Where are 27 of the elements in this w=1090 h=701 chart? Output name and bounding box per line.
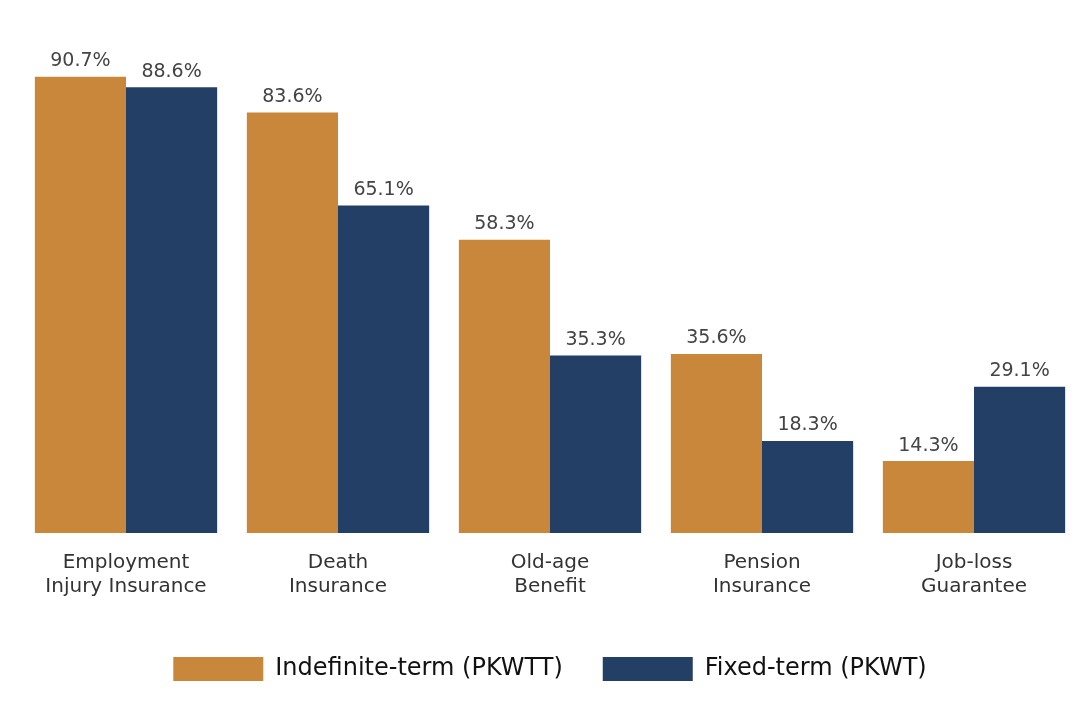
bar: [34, 76, 126, 533]
bar: [550, 355, 642, 533]
data-label: 29.1%: [989, 358, 1050, 381]
data-label: 90.7%: [50, 48, 111, 71]
data-label: 35.3%: [565, 326, 626, 349]
bar: [762, 440, 854, 533]
data-label: 83.6%: [262, 83, 323, 106]
x-tick-label: Pension Insurance: [712, 549, 812, 598]
data-label: 18.3%: [777, 412, 838, 435]
bar: [882, 461, 974, 533]
data-label: 58.3%: [474, 211, 535, 234]
legend-label: Fixed-term (PKWT): [704, 653, 927, 682]
data-label: 88.6%: [141, 58, 202, 81]
bar: [974, 386, 1066, 533]
x-tick-label: Job-loss Guarantee: [920, 549, 1028, 598]
x-tick-label: Employment Injury Insurance: [45, 549, 207, 598]
data-label: 65.1%: [353, 176, 414, 199]
data-label: 14.3%: [898, 432, 959, 455]
x-tick-label: Old-age Benefit: [510, 549, 590, 598]
bar: [246, 112, 338, 533]
legend-label: Indefinite-term (PKWTT): [275, 653, 563, 682]
bar: [338, 205, 430, 533]
data-label: 35.6%: [686, 325, 747, 348]
bar: [126, 87, 218, 533]
x-tick-label: Death Insurance: [288, 549, 388, 598]
bar: [458, 239, 550, 533]
bar: [670, 353, 762, 533]
